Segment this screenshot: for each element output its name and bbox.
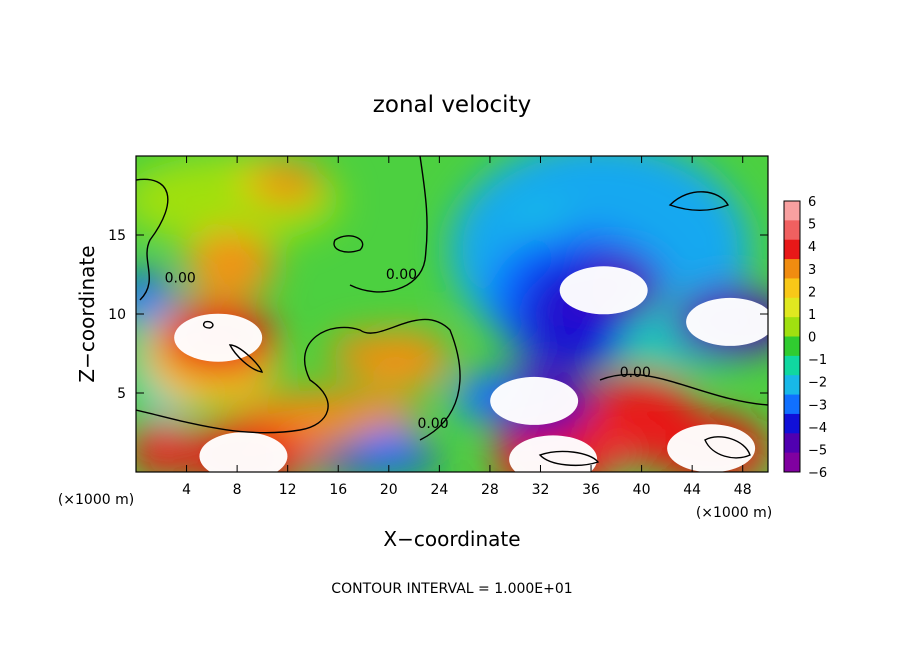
colorbar: 6 5 4 3 2 1 0 −1 −2 −3 −4 −5 −6 <box>783 195 827 481</box>
colorbar-frame <box>783 200 801 473</box>
feature-mark <box>686 297 768 346</box>
x-tick-label: 44 <box>683 482 701 498</box>
colorbar-swatch <box>784 413 800 434</box>
colorbar-swatch <box>784 394 800 415</box>
feature-mark <box>136 278 177 319</box>
colorbar-label: −5 <box>808 443 827 458</box>
colorbar-swatch <box>784 452 800 473</box>
contour-lines <box>136 156 768 467</box>
contour-interval-note: CONTOUR INTERVAL = 1.000E+01 <box>331 581 572 597</box>
x-tick-label: 40 <box>633 482 651 498</box>
colorbar-label: 2 <box>808 285 816 300</box>
feature-mark <box>559 266 648 315</box>
x-axis-label: X−coordinate <box>383 527 520 551</box>
colorbar-label: 5 <box>808 218 816 233</box>
colorbar-label: −3 <box>808 398 827 413</box>
colorbar-label: 1 <box>808 308 816 323</box>
colorbar-swatch <box>784 433 800 454</box>
colorbar-label: 4 <box>808 240 816 255</box>
colorbar-swatch <box>784 355 800 376</box>
colorbar-label: −6 <box>808 466 827 481</box>
x-tick-label: 8 <box>233 482 242 498</box>
colorbar-swatch <box>784 259 800 279</box>
colorbar-label: −4 <box>808 421 827 436</box>
x-tick-label: 20 <box>380 482 398 498</box>
feature-marks <box>174 266 768 472</box>
feature-mark <box>199 432 288 472</box>
colorbar-label: −1 <box>808 353 827 368</box>
colorbar-swatch <box>784 278 800 299</box>
feature-mark <box>253 164 322 205</box>
colorbar-label: 3 <box>808 263 816 278</box>
y-axis-label: Z−coordinate <box>75 245 99 382</box>
x-tick-label: 36 <box>582 482 600 498</box>
feature-mark <box>354 428 423 469</box>
x-tick-label: 24 <box>430 482 448 498</box>
x-tick-label: 4 <box>182 482 191 498</box>
feature-mark <box>506 199 575 240</box>
feature-mark <box>490 376 579 425</box>
feature-mark <box>380 336 449 377</box>
x-tick-label: 28 <box>481 482 499 498</box>
feature-mark <box>329 333 398 374</box>
contour-label: 0.00 <box>417 416 448 432</box>
feature-mark <box>203 238 272 279</box>
contour-label: 0.00 <box>165 270 196 286</box>
x-tick-label: 32 <box>532 482 550 498</box>
colorbar-swatch <box>784 317 800 337</box>
colorbar-label: 6 <box>808 195 816 210</box>
colorbar-swatch <box>784 201 800 221</box>
contour-label: 0.00 <box>620 365 651 381</box>
colorbar-label: 0 <box>808 331 816 346</box>
colorbar-swatch <box>784 220 800 241</box>
feature-mark <box>174 313 263 362</box>
x-axis: 4 8 12 16 20 24 28 32 36 40 44 48 <box>182 156 752 498</box>
plot-area: 0.00 0.00 0.00 0.00 <box>136 156 768 472</box>
feature-mark <box>509 435 598 472</box>
x-tick-label: 16 <box>329 482 347 498</box>
chart-title: zonal velocity <box>373 92 531 118</box>
x-tick-label: 12 <box>279 482 297 498</box>
y-tick-label: 10 <box>108 307 126 323</box>
y-axis: 5 10 15 <box>108 228 768 402</box>
x-unit-label-left: (×1000 m) <box>58 492 134 508</box>
y-tick-label: 15 <box>108 228 126 244</box>
contour-label: 0.00 <box>386 267 417 283</box>
colorbar-swatch <box>784 336 800 357</box>
colorbar-swatch <box>784 297 800 318</box>
feature-mark <box>613 388 682 429</box>
contour-labels: 0.00 0.00 0.00 0.00 <box>165 267 651 432</box>
y-tick-label: 5 <box>117 386 126 402</box>
x-tick-label: 48 <box>734 482 752 498</box>
colorbar-label: −2 <box>808 376 827 391</box>
feature-mark <box>557 309 626 350</box>
colorbar-swatch <box>784 375 800 396</box>
x-unit-label-right: (×1000 m) <box>696 505 772 521</box>
colorbar-swatch <box>784 239 800 260</box>
